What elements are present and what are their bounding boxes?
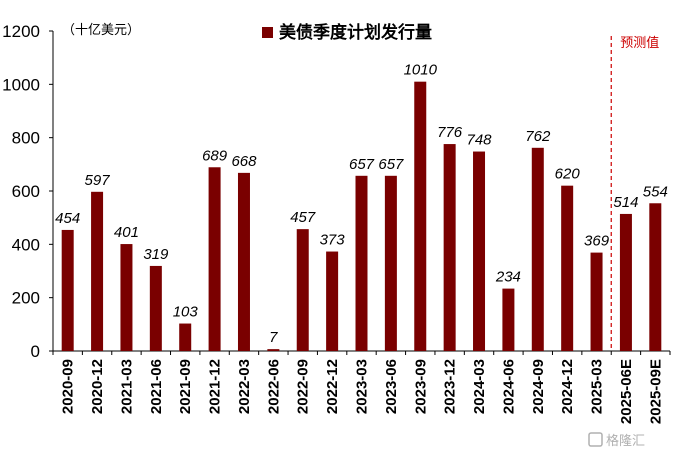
data-label: 689 xyxy=(202,147,228,164)
data-label: 319 xyxy=(143,246,169,263)
y-tick-label: 400 xyxy=(12,235,40,254)
bar xyxy=(443,144,456,351)
bar xyxy=(120,244,133,351)
x-tick-label: 2020-09 xyxy=(60,359,77,414)
y-tick-label: 800 xyxy=(12,129,40,148)
bar xyxy=(208,167,221,351)
data-label: 748 xyxy=(467,132,493,149)
data-label: 554 xyxy=(643,183,668,200)
forecast-label: 预测值 xyxy=(620,35,659,50)
x-tick-label: 2022-06 xyxy=(265,359,282,414)
x-tick-label: 2023-09 xyxy=(412,359,429,414)
data-label: 103 xyxy=(173,304,199,321)
bar xyxy=(179,323,192,351)
data-label: 597 xyxy=(85,172,111,189)
y-tick-label: 1200 xyxy=(2,22,40,41)
y-tick-label: 200 xyxy=(12,289,40,308)
y-tick-label: 1000 xyxy=(2,75,40,94)
bar xyxy=(384,175,397,351)
legend-label: 美债季度计划发行量 xyxy=(279,22,432,42)
bar xyxy=(296,229,309,351)
bar xyxy=(149,265,162,351)
bar xyxy=(619,213,632,351)
x-tick-label: 2021-03 xyxy=(118,359,135,414)
data-label: 454 xyxy=(55,210,80,227)
y-tick-label: 600 xyxy=(12,182,40,201)
data-label: 514 xyxy=(613,194,638,211)
bar xyxy=(649,203,662,351)
bars xyxy=(61,81,662,352)
y-axis: 0 200 400 600 800 1000 1200 xyxy=(2,22,54,361)
x-tick-label: 2021-09 xyxy=(177,359,194,414)
bar xyxy=(473,151,486,351)
x-tick-label: 2022-09 xyxy=(295,359,312,414)
x-tick-label: 2024-12 xyxy=(559,359,576,414)
data-label: 657 xyxy=(378,156,404,173)
bar xyxy=(61,229,74,351)
bar xyxy=(414,81,427,352)
x-tick-label: 2024-09 xyxy=(530,359,547,414)
x-tick-label: 2020-12 xyxy=(89,359,106,414)
data-label: 234 xyxy=(495,269,521,286)
x-tick-label: 2022-12 xyxy=(324,359,341,414)
bar xyxy=(237,172,250,351)
x-axis: 2020-09 2020-12 2021-03 2021-06 2021-09 2021-… xyxy=(52,350,671,424)
data-label: 401 xyxy=(114,224,139,241)
data-label: 7 xyxy=(269,329,278,346)
x-tick-label: 2022-03 xyxy=(236,359,253,414)
data-label: 776 xyxy=(437,124,463,141)
legend: 美债季度计划发行量 xyxy=(262,22,432,42)
data-label: 373 xyxy=(320,232,346,249)
bar xyxy=(91,191,104,351)
bar xyxy=(355,175,368,351)
x-tick-label: 2025-03 xyxy=(589,359,606,414)
bar xyxy=(267,349,280,351)
data-label: 457 xyxy=(290,209,316,226)
data-label: 369 xyxy=(584,233,610,250)
data-label: 657 xyxy=(349,156,375,173)
x-tick-label: 2021-12 xyxy=(207,359,224,414)
unit-label: （十亿美元） xyxy=(62,22,140,37)
data-label: 668 xyxy=(231,153,257,170)
bar xyxy=(590,252,603,351)
x-tick-label: 2025-09E xyxy=(647,359,664,424)
y-tick-label: 0 xyxy=(31,342,40,361)
x-tick-label: 2021-06 xyxy=(148,359,165,414)
bar xyxy=(531,147,544,351)
data-label: 1010 xyxy=(404,62,438,79)
x-tick-label: 2024-06 xyxy=(500,359,517,414)
watermark-text: 格隆汇 xyxy=(606,433,645,448)
bar xyxy=(326,251,339,351)
bar xyxy=(502,288,515,351)
data-label: 620 xyxy=(555,166,581,183)
x-tick-label: 2024-03 xyxy=(471,359,488,414)
x-tick-label: 2023-03 xyxy=(354,359,371,414)
watermark: 格隆汇 xyxy=(588,432,645,448)
forecast-divider: 预测值 xyxy=(610,35,659,351)
x-tick-label: 2023-12 xyxy=(442,359,459,414)
x-tick-label: 2025-06E xyxy=(618,359,635,424)
x-tick-label: 2023-06 xyxy=(383,359,400,414)
legend-swatch xyxy=(262,27,273,38)
bar xyxy=(561,185,574,351)
data-label: 762 xyxy=(525,128,551,145)
watermark-logo-icon xyxy=(588,432,603,447)
